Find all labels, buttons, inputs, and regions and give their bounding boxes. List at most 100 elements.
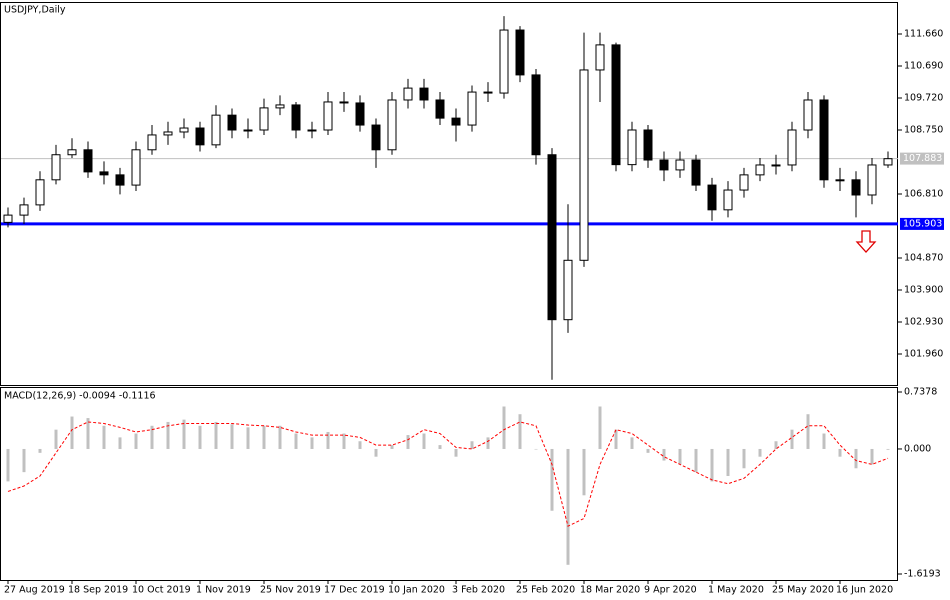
candle-body bbox=[403, 87, 413, 101]
indicator-title: MACD(12,26,9) -0.0094 -0.1116 bbox=[4, 391, 156, 402]
histogram-bar bbox=[550, 448, 554, 511]
candle-body bbox=[211, 114, 221, 146]
histogram-bar bbox=[870, 448, 874, 465]
price-panel bbox=[0, 2, 898, 386]
histogram-bar bbox=[614, 429, 618, 449]
histogram-bar bbox=[54, 429, 58, 449]
candle-body bbox=[867, 164, 877, 196]
candle-body bbox=[467, 91, 477, 126]
candle-body bbox=[387, 99, 397, 151]
candle-body bbox=[819, 99, 829, 181]
candle-body bbox=[595, 44, 605, 71]
candle-body bbox=[291, 104, 301, 131]
histogram-bar bbox=[22, 448, 26, 473]
candle-body bbox=[691, 159, 701, 186]
histogram-bar bbox=[390, 445, 394, 449]
histogram-bar bbox=[854, 448, 858, 469]
candle-body bbox=[19, 204, 29, 216]
candle-body bbox=[531, 74, 541, 156]
candle-body bbox=[499, 29, 509, 94]
x-tick-label: 18 Mar 2020 bbox=[580, 585, 640, 596]
candle-body bbox=[451, 117, 461, 126]
histogram-bar bbox=[694, 448, 698, 473]
candle-body bbox=[547, 154, 557, 321]
candle-body bbox=[131, 149, 141, 186]
histogram-bar bbox=[6, 448, 10, 482]
histogram-bar bbox=[662, 448, 666, 461]
histogram-bar bbox=[758, 448, 762, 457]
histogram-bar bbox=[134, 433, 138, 449]
histogram-bar bbox=[38, 448, 42, 453]
y-tick-label: 102.930 bbox=[904, 316, 943, 327]
candle-body bbox=[771, 164, 781, 167]
candle-body bbox=[99, 171, 109, 176]
x-tick-label: 16 Jun 2020 bbox=[836, 585, 893, 596]
candle-body bbox=[643, 129, 653, 161]
histogram-bar bbox=[598, 406, 602, 449]
candle-body bbox=[563, 259, 573, 321]
x-tick-label: 25 Feb 2020 bbox=[516, 585, 575, 596]
histogram-bar bbox=[262, 425, 266, 449]
candle-body bbox=[3, 214, 13, 223]
histogram-bar bbox=[518, 414, 522, 449]
histogram-bar bbox=[438, 445, 442, 449]
candle-body bbox=[147, 134, 157, 151]
histogram-bar bbox=[70, 416, 74, 449]
candle-body bbox=[755, 164, 765, 176]
histogram-bar bbox=[534, 448, 538, 450]
histogram-bar bbox=[566, 448, 570, 565]
histogram-bar bbox=[422, 433, 426, 449]
x-tick-label: 17 Dec 2019 bbox=[324, 585, 385, 596]
candle-body bbox=[243, 129, 253, 132]
candle-body bbox=[163, 131, 173, 136]
histogram-bar bbox=[454, 448, 458, 457]
histogram-bar bbox=[278, 425, 282, 449]
histogram-bar bbox=[726, 448, 730, 476]
histogram-bar bbox=[166, 421, 170, 449]
candle-body bbox=[227, 114, 237, 131]
histogram-bar bbox=[582, 448, 586, 496]
histogram-bar bbox=[790, 429, 794, 449]
candle-body bbox=[435, 99, 445, 119]
histogram-bar bbox=[246, 427, 250, 449]
candle-body bbox=[723, 189, 733, 211]
x-tick-label: 3 Feb 2020 bbox=[452, 585, 505, 596]
histogram-bar bbox=[118, 437, 122, 449]
macd-panel bbox=[0, 387, 898, 581]
y-tick-label: 108.750 bbox=[904, 124, 943, 135]
candle-body bbox=[51, 154, 61, 181]
candle-body bbox=[515, 29, 525, 76]
candle-body bbox=[835, 179, 845, 182]
x-tick-label: 10 Oct 2019 bbox=[132, 585, 191, 596]
y-tick-label: 106.810 bbox=[904, 188, 943, 199]
candle-body bbox=[195, 127, 205, 146]
level-label-bg bbox=[900, 152, 944, 165]
histogram-bar bbox=[774, 441, 778, 449]
histogram-bar bbox=[102, 425, 106, 449]
y-tick-label: 0.7378 bbox=[904, 387, 937, 398]
x-tick-label: 18 Sep 2019 bbox=[68, 585, 128, 596]
histogram-bar bbox=[294, 433, 298, 449]
histogram-bar bbox=[486, 437, 490, 449]
x-tick-label: 10 Jan 2020 bbox=[388, 585, 445, 596]
candle-body bbox=[259, 107, 269, 131]
y-tick-label: 0.000 bbox=[904, 443, 931, 454]
histogram-bar bbox=[326, 431, 330, 449]
y-tick-label: -1.6193 bbox=[904, 569, 941, 580]
candle-body bbox=[307, 129, 317, 132]
histogram-bar bbox=[742, 448, 746, 469]
x-tick-label: 9 Apr 2020 bbox=[644, 585, 697, 596]
histogram-bar bbox=[150, 425, 154, 449]
candle-body bbox=[323, 101, 333, 131]
histogram-bar bbox=[214, 421, 218, 449]
x-tick-label: 25 Nov 2019 bbox=[260, 585, 321, 596]
candle-body bbox=[179, 127, 189, 133]
level-label: 105.903 bbox=[903, 218, 942, 229]
candle-body bbox=[611, 44, 621, 166]
histogram-bar bbox=[678, 448, 682, 465]
candle-body bbox=[739, 174, 749, 191]
y-tick-label: 101.960 bbox=[904, 348, 943, 359]
x-tick-label: 27 Aug 2019 bbox=[4, 585, 65, 596]
chart-title: USDJPY,Daily bbox=[4, 5, 66, 16]
